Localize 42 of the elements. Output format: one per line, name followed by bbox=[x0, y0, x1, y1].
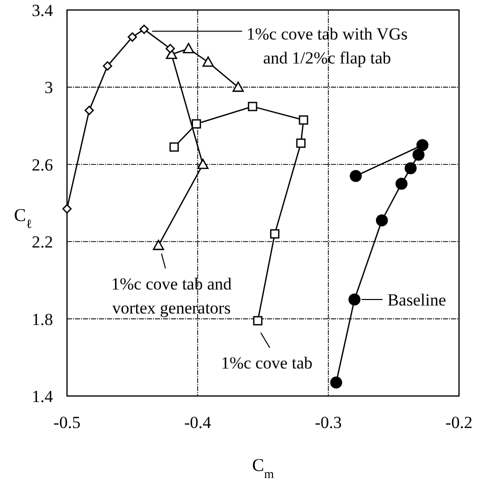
point bbox=[296, 138, 306, 148]
point bbox=[166, 44, 175, 54]
point bbox=[84, 106, 94, 116]
point bbox=[416, 139, 428, 152]
point bbox=[197, 158, 209, 170]
annotation: Baseline bbox=[387, 290, 446, 310]
y-tick-label: 2.6 bbox=[32, 155, 53, 174]
point bbox=[128, 32, 137, 42]
point bbox=[152, 240, 164, 250]
point bbox=[182, 42, 194, 54]
annotation: 1%c cove tab with VGs and 1/2%c flap tab bbox=[246, 24, 408, 68]
point bbox=[169, 142, 179, 152]
point bbox=[62, 204, 72, 214]
y-tick-label: 2.2 bbox=[32, 232, 53, 252]
point bbox=[192, 119, 202, 129]
y-tick-label: 1.4 bbox=[32, 387, 54, 406]
x-axis-title: C$_{m}$ bbox=[252, 455, 274, 481]
point bbox=[298, 115, 308, 125]
x-tick-label: -0.4 bbox=[184, 413, 212, 432]
point bbox=[404, 162, 417, 174]
point bbox=[253, 316, 262, 326]
point bbox=[102, 61, 112, 71]
point bbox=[139, 24, 149, 34]
annotation: 1%c cove tab bbox=[220, 354, 313, 373]
point bbox=[376, 214, 388, 226]
point bbox=[330, 376, 342, 388]
point bbox=[270, 229, 280, 239]
x-tick-label: -0.3 bbox=[314, 413, 342, 432]
x-tick-label: -0.5 bbox=[54, 413, 80, 432]
annotation: 1%c cove tab and vortex generators bbox=[111, 274, 232, 318]
point bbox=[350, 170, 362, 182]
y-tick-label: 3.4 bbox=[32, 1, 54, 20]
point bbox=[248, 102, 258, 112]
y-tick-label: 1.8 bbox=[32, 310, 53, 329]
y-tick-label: 3 bbox=[44, 78, 53, 98]
y-axis-title: C$_{ℓ}$ bbox=[14, 205, 32, 231]
point bbox=[396, 178, 408, 190]
point bbox=[202, 56, 214, 67]
point bbox=[232, 82, 244, 92]
x-tick-label: -0.2 bbox=[446, 413, 472, 432]
point bbox=[412, 148, 424, 161]
point bbox=[348, 294, 360, 306]
